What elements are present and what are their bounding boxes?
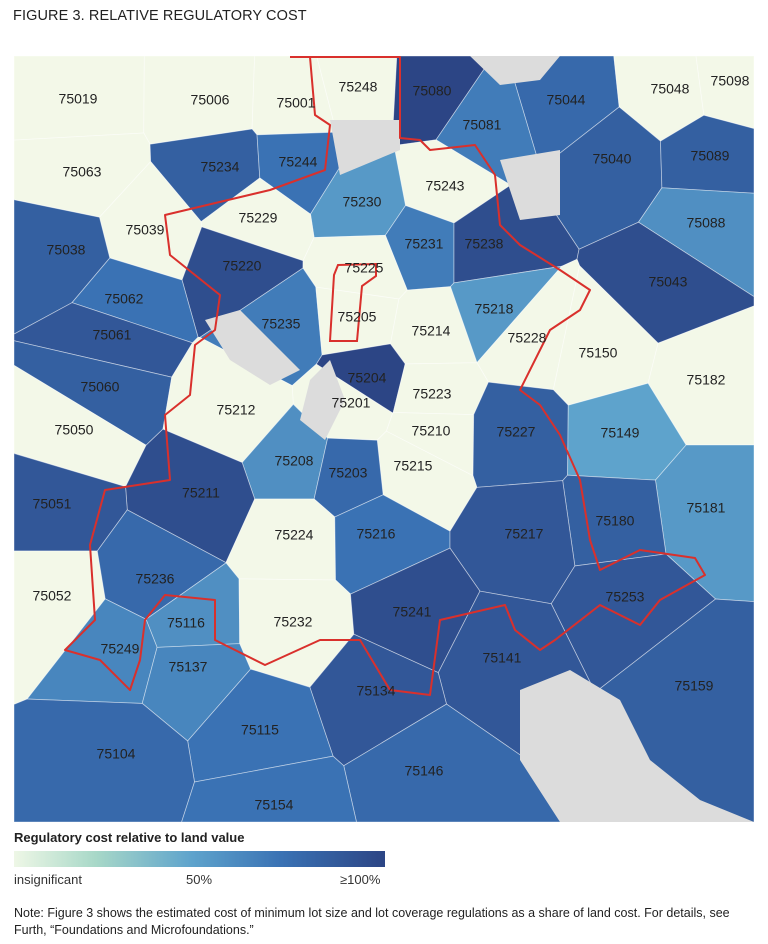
zip-label-75181: 75181 xyxy=(687,500,726,516)
zip-label-75228: 75228 xyxy=(508,330,547,346)
zip-label-75217: 75217 xyxy=(505,526,544,542)
zip-label-75205: 75205 xyxy=(338,309,377,325)
unmapped-area xyxy=(470,56,560,85)
zip-label-75001: 75001 xyxy=(277,95,316,111)
zip-label-75211: 75211 xyxy=(182,485,220,501)
zip-label-75253: 75253 xyxy=(606,589,645,605)
legend-min-label: insignificant xyxy=(14,872,82,887)
zip-label-75089: 75089 xyxy=(691,148,730,164)
zip-label-75159: 75159 xyxy=(675,678,714,694)
unmapped-area xyxy=(520,670,754,822)
zip-label-75224: 75224 xyxy=(275,527,314,543)
zip-label-75043: 75043 xyxy=(649,274,688,290)
zip-label-75048: 75048 xyxy=(651,81,690,97)
zip-label-75146: 75146 xyxy=(405,763,444,779)
zip-label-75051: 75051 xyxy=(33,496,72,512)
zip-label-75249: 75249 xyxy=(101,641,140,657)
zip-label-75248: 75248 xyxy=(339,79,378,95)
figure-title: FIGURE 3. RELATIVE REGULATORY COST xyxy=(13,8,307,24)
zip-label-75180: 75180 xyxy=(596,513,635,529)
zip-label-75063: 75063 xyxy=(63,164,102,180)
zip-label-75182: 75182 xyxy=(687,372,726,388)
zip-label-75134: 75134 xyxy=(357,683,396,699)
zip-label-75220: 75220 xyxy=(223,258,262,274)
zip-label-75154: 75154 xyxy=(255,797,294,813)
zip-label-75204: 75204 xyxy=(348,370,387,386)
zip-label-75039: 75039 xyxy=(126,222,165,238)
zip-label-75081: 75081 xyxy=(463,117,502,133)
zip-label-75241: 75241 xyxy=(393,604,432,620)
zip-label-75137: 75137 xyxy=(169,659,208,675)
zip-label-75060: 75060 xyxy=(81,379,120,395)
zip-label-75203: 75203 xyxy=(329,465,368,481)
zip-label-75231: 75231 xyxy=(405,236,444,252)
legend-max-label: ≥100% xyxy=(340,872,381,887)
legend-mid-label: 50% xyxy=(186,872,213,887)
zip-label-75040: 75040 xyxy=(593,151,632,167)
zip-label-75235: 75235 xyxy=(262,316,301,332)
zip-label-75019: 75019 xyxy=(59,91,98,107)
zip-label-75052: 75052 xyxy=(33,588,72,604)
legend-color-scale xyxy=(14,851,385,867)
zip-region-75089 xyxy=(660,114,755,194)
zip-label-75227: 75227 xyxy=(497,424,536,440)
zip-label-75236: 75236 xyxy=(136,571,175,587)
zip-label-75062: 75062 xyxy=(105,291,144,307)
zip-label-75141: 75141 xyxy=(483,650,522,666)
dallas-city-boundary xyxy=(64,56,706,696)
zip-label-75116: 75116 xyxy=(167,615,205,631)
legend-title: Regulatory cost relative to land value xyxy=(14,830,245,845)
zip-label-75098: 75098 xyxy=(711,73,750,89)
unmapped-area xyxy=(500,150,560,220)
zip-label-75234: 75234 xyxy=(201,159,240,175)
zip-label-75210: 75210 xyxy=(412,423,451,439)
zip-label-75216: 75216 xyxy=(357,526,396,542)
zip-label-75212: 75212 xyxy=(217,402,256,418)
zip-label-75150: 75150 xyxy=(579,345,618,361)
zip-label-75080: 75080 xyxy=(413,83,452,99)
zip-label-75229: 75229 xyxy=(239,210,278,226)
zip-label-75104: 75104 xyxy=(97,746,136,762)
zip-label-75115: 75115 xyxy=(241,722,279,738)
zip-label-75201: 75201 xyxy=(332,395,371,411)
unmapped-area xyxy=(205,310,300,385)
zip-label-75214: 75214 xyxy=(412,323,451,339)
zip-region-75104 xyxy=(13,698,195,823)
zip-label-75230: 75230 xyxy=(343,194,382,210)
unmapped-area xyxy=(300,360,345,440)
zip-region-75154 xyxy=(181,755,357,823)
zip-label-75223: 75223 xyxy=(413,386,452,402)
zip-label-75149: 75149 xyxy=(601,425,640,441)
zip-label-75215: 75215 xyxy=(394,458,433,474)
unmapped-area xyxy=(330,120,400,175)
zip-label-75238: 75238 xyxy=(465,236,504,252)
zip-label-75218: 75218 xyxy=(475,301,514,317)
zip-label-75243: 75243 xyxy=(426,178,465,194)
figure-note: Note: Figure 3 shows the estimated cost … xyxy=(14,906,730,937)
zip-label-75244: 75244 xyxy=(279,154,318,170)
zip-label-75225: 75225 xyxy=(345,260,384,276)
zip-label-75006: 75006 xyxy=(191,92,230,108)
zip-label-75038: 75038 xyxy=(47,242,86,258)
zip-label-75088: 75088 xyxy=(687,215,726,231)
zip-code-map: 75019 75006 75001 75248 75080 75044 75048 75098… xyxy=(13,55,755,823)
zip-label-75044: 75044 xyxy=(547,92,586,108)
zip-label-75232: 75232 xyxy=(274,614,313,630)
zip-label-75061: 75061 xyxy=(93,327,132,343)
highland-park-enclave-boundary xyxy=(328,262,377,342)
zip-label-75208: 75208 xyxy=(275,453,314,469)
zip-label-75050: 75050 xyxy=(55,422,94,438)
